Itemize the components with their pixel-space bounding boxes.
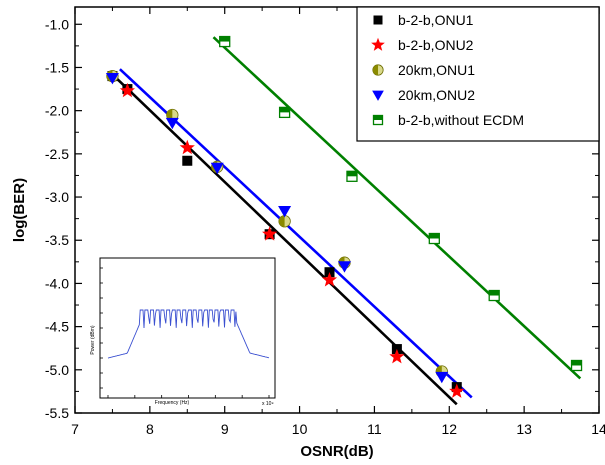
data-point bbox=[166, 108, 179, 122]
x-tick-label: 10 bbox=[292, 421, 308, 437]
x-tick-label: 9 bbox=[221, 421, 229, 437]
fit-line bbox=[212, 36, 582, 380]
x-tick-label: 7 bbox=[71, 421, 79, 437]
y-tick-label: -1.0 bbox=[45, 16, 69, 32]
data-points bbox=[105, 35, 583, 398]
data-point bbox=[428, 232, 440, 245]
x-axis: 7 8 9 10 11 12 13 14 bbox=[71, 7, 605, 437]
legend: b-2-b,ONU1 b-2-b,ONU2 20km,ONU1 20km,ONU2 b-… bbox=[356, 6, 600, 142]
data-point bbox=[278, 215, 291, 228]
inset-x-multiplier: x 10⁹ bbox=[262, 401, 274, 407]
x-axis-title: OSNR(dB) bbox=[300, 443, 373, 460]
y-tick-label: -4.0 bbox=[45, 275, 69, 291]
y-tick-label: -2.0 bbox=[45, 103, 69, 119]
data-point bbox=[337, 261, 351, 273]
data-point bbox=[278, 106, 291, 119]
inset-frame bbox=[99, 257, 276, 399]
data-point bbox=[179, 139, 195, 155]
inset-y-label: Power (dBm) bbox=[90, 325, 96, 355]
legend-box bbox=[356, 6, 600, 142]
data-point bbox=[119, 82, 136, 98]
data-point bbox=[449, 383, 465, 398]
fit-line bbox=[119, 68, 473, 399]
y-tick-label: -4.5 bbox=[45, 319, 69, 335]
data-point bbox=[210, 162, 224, 175]
data-point bbox=[371, 37, 385, 51]
x-tick-label: 8 bbox=[146, 421, 154, 437]
y-tick-label: -5.0 bbox=[45, 362, 69, 378]
x-tick-label: 12 bbox=[441, 421, 457, 437]
data-point bbox=[372, 90, 384, 101]
data-point bbox=[219, 35, 231, 48]
data-point bbox=[435, 371, 449, 384]
y-tick-label: -2.5 bbox=[45, 146, 69, 162]
y-tick-label: -3.0 bbox=[45, 189, 69, 205]
data-point bbox=[372, 64, 384, 76]
x-tick-label: 14 bbox=[591, 421, 605, 437]
data-point bbox=[321, 271, 338, 287]
data-point bbox=[278, 205, 292, 218]
data-point bbox=[165, 117, 179, 130]
y-axis: -5.5 -5.0 -4.5 -4.0 -3.5 -3.0 -2.5 -2.0 -1.5 -1.0 bbox=[45, 16, 599, 421]
legend-entry-label: b-2-b,ONU2 bbox=[398, 37, 474, 53]
data-point bbox=[182, 155, 193, 166]
y-axis-title: log(BER) bbox=[11, 178, 28, 242]
legend-entry-label: b-2-b,without ECDM bbox=[398, 112, 524, 128]
data-point bbox=[262, 226, 278, 241]
inset-x-label: Frequency (Hz) bbox=[155, 400, 190, 406]
data-point bbox=[372, 114, 384, 126]
data-point bbox=[105, 72, 119, 85]
legend-entry-label: 20km,ONU1 bbox=[398, 62, 475, 78]
inset-spectrum-trace bbox=[107, 309, 270, 359]
data-point bbox=[570, 359, 583, 372]
legend-entry-label: 20km,ONU2 bbox=[398, 87, 475, 103]
x-tick-label: 13 bbox=[516, 421, 532, 437]
x-tick-label: 11 bbox=[367, 421, 382, 437]
data-point bbox=[389, 348, 405, 364]
y-tick-label: -3.5 bbox=[45, 232, 69, 248]
data-point bbox=[373, 15, 383, 25]
y-tick-label: -1.5 bbox=[45, 59, 69, 75]
inset-spectrum-plot: Power (dBm) Frequency (Hz) x 10⁹ bbox=[90, 257, 276, 407]
legend-entry-label: b-2-b,ONU1 bbox=[398, 12, 474, 28]
y-tick-label: -5.5 bbox=[45, 405, 69, 421]
data-point bbox=[346, 170, 358, 182]
inset-axes bbox=[100, 267, 270, 398]
data-point bbox=[488, 289, 500, 302]
